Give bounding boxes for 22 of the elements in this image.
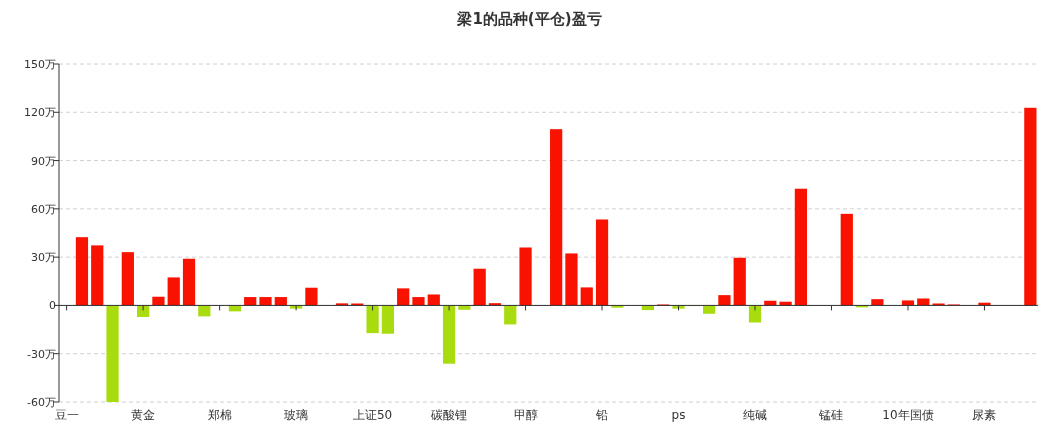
y-tick-label: -30万: [27, 347, 56, 361]
x-tick-label: 碳酸锂: [430, 408, 468, 422]
x-tick-label: ps: [671, 408, 686, 422]
x-tick-label: 10年国债: [882, 408, 934, 422]
y-tick-label: -60万: [27, 396, 56, 409]
y-tick-label: 150万: [24, 58, 56, 71]
y-tick-label: 30万: [31, 251, 56, 265]
x-tick-label: 豆一: [54, 408, 79, 422]
y-tick-label: 90万: [31, 154, 56, 168]
x-tick-label: 铅: [595, 408, 609, 422]
x-tick-label: 玻璃: [284, 408, 309, 422]
x-tick-label: 纯碱: [743, 408, 768, 422]
y-tick-label: 120万: [24, 106, 56, 120]
x-tick-label: 尿素: [972, 408, 997, 422]
x-tick-label: 上证50: [352, 408, 393, 422]
x-tick-label: 锰硅: [818, 408, 844, 422]
x-tick-label: 甲醇: [513, 408, 538, 422]
y-tick-label: 0: [49, 299, 56, 313]
x-tick-label: 黄金: [131, 408, 156, 422]
chart-title: 梁1的品种(平仓)盈亏: [456, 10, 602, 28]
x-tick-label: 郑棉: [207, 408, 232, 422]
y-tick-label: 60万: [31, 202, 56, 216]
